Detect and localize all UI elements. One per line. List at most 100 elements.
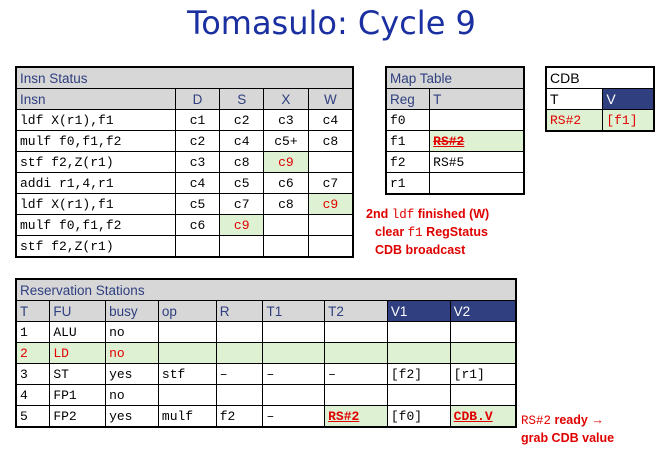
rs-cell (386, 321, 451, 343)
note-text: RegStatus (422, 225, 488, 239)
cdb-header-t: T (545, 88, 604, 110)
cycle-cell: c3 (174, 151, 221, 173)
rs-cell: [r1] (449, 363, 517, 385)
rs-cell: no (105, 384, 159, 406)
cycle-cell: c8 (263, 193, 309, 215)
insn-status-caption: Insn Status (15, 66, 354, 89)
map-row: r1 (385, 172, 525, 195)
rs-cell: no (105, 321, 159, 343)
header-fu: FU (49, 300, 107, 322)
rs-cell: mulf (157, 405, 217, 428)
cycle-cell: c5 (219, 172, 265, 194)
rs-cell (386, 384, 451, 406)
header-r: R (215, 300, 264, 322)
rs-cell (324, 321, 388, 343)
rs-caption: Reservation Stations (15, 278, 517, 301)
rs-cell: [f0] (386, 405, 451, 428)
insn-cell: ldf X(r1),f1 (15, 193, 176, 215)
insn-cell: mulf f0,f1,f2 (15, 130, 176, 152)
cycle-cell-highlight: c9 (263, 151, 309, 173)
rs-cell: yes (105, 363, 159, 385)
map-row: f0 (385, 109, 525, 131)
note-text: CDB broadcast (375, 243, 466, 257)
map-table-caption: Map Table (385, 66, 525, 89)
note-text: finished (W) (414, 207, 490, 221)
note-code: RS#2 (521, 414, 552, 428)
note-code: ldf (391, 208, 415, 222)
rs-row: 5 FP2 yes mulf f2 – RS#2 [f0] CDB.V (15, 405, 517, 428)
insn-row: stf f2,Z(r1) (15, 235, 354, 258)
insn-row: ldf X(r1),f1 c1 c2 c3 c4 (15, 109, 354, 131)
rs-row: 1 ALU no (15, 321, 517, 343)
note-text: ready → (551, 413, 604, 427)
cycle-cell (263, 214, 309, 236)
rs-cell: FP1 (49, 384, 107, 406)
reg-cell: f1 (385, 130, 431, 152)
insn-cell: ldf X(r1),f1 (15, 109, 176, 131)
rs-cell: [f2] (386, 363, 451, 385)
rs-row-freed: 2 LD no (15, 342, 517, 364)
cycle-cell: c2 (174, 130, 221, 152)
header-v1: V1 (386, 300, 451, 322)
insn-cell: addi r1,4,r1 (15, 172, 176, 194)
header-busy: busy (105, 300, 159, 322)
rs-cell (324, 384, 388, 406)
cdb-header-v: V (602, 88, 655, 110)
header-w: W (307, 88, 354, 110)
note-text: clear (375, 225, 408, 239)
cycle-cell: c6 (174, 214, 221, 236)
reg-cell: f0 (385, 109, 431, 131)
header-t2: T2 (324, 300, 388, 322)
rs-cell: stf (157, 363, 217, 385)
rs-cell: f2 (215, 405, 264, 428)
rs-cell (449, 384, 517, 406)
cycle-cell: c8 (307, 130, 354, 152)
cycle-cell: c4 (174, 172, 221, 194)
note-text: 2nd (366, 207, 392, 221)
rs-cell (386, 342, 451, 364)
rs-cell (262, 321, 326, 343)
insn-row: addi r1,4,r1 c4 c5 c6 c7 (15, 172, 354, 194)
insn-cell: stf f2,Z(r1) (15, 151, 176, 173)
annotation-ldf-finished: 2nd ldf finished (W) clear f1 RegStatus … (366, 206, 489, 259)
cycle-cell: c3 (263, 109, 309, 131)
insn-cell: mulf f0,f1,f2 (15, 214, 176, 236)
map-table: Map Table Reg T f0 f1 RS#2 f2 RS#5 r1 (385, 66, 525, 195)
cycle-cell: c5 (174, 193, 221, 215)
tag-cell (429, 172, 525, 195)
cycle-cell: c2 (219, 109, 265, 131)
rs-cell: ALU (49, 321, 107, 343)
cycle-cell (263, 235, 309, 258)
rs-cell (157, 384, 217, 406)
cycle-cell: c7 (219, 193, 265, 215)
tag-cell: RS#5 (429, 151, 525, 173)
cycle-cell: c4 (219, 130, 265, 152)
cdb-table: CDB T V RS#2 [f1] (545, 66, 655, 132)
insn-row: mulf f0,f1,f2 c2 c4 c5+ c8 (15, 130, 354, 152)
reg-cell: f2 (385, 151, 431, 173)
rs-cell (215, 321, 264, 343)
rs-cell (449, 342, 517, 364)
header-t: T (15, 300, 51, 322)
cycle-cell: c8 (219, 151, 265, 173)
insn-row: mulf f0,f1,f2 c6 c9 (15, 214, 354, 236)
rs-cell (449, 321, 517, 343)
reservation-stations-table: Reservation Stations T FU busy op R T1 T… (15, 278, 517, 428)
cdb-caption: CDB (545, 66, 655, 89)
cycle-cell: c6 (263, 172, 309, 194)
rs-cell: – (215, 363, 264, 385)
cycle-cell-highlight: c9 (219, 214, 265, 236)
rs-cell: 4 (15, 384, 51, 406)
header-t1: T1 (262, 300, 326, 322)
rs-cell (157, 342, 217, 364)
tag-cell-cleared: RS#2 (429, 130, 525, 152)
annotation-rs2-ready: RS#2 ready → grab CDB value (521, 412, 614, 447)
reg-cell: r1 (385, 172, 431, 195)
rs-cell: 1 (15, 321, 51, 343)
insn-status-table: Insn Status Insn D S X W ldf X(r1),f1 c1… (15, 66, 354, 258)
header-d: D (174, 88, 221, 110)
slide-title: Tomasulo: Cycle 9 (187, 4, 476, 42)
cycle-cell (307, 214, 354, 236)
rs-cell (262, 342, 326, 364)
insn-cell: stf f2,Z(r1) (15, 235, 176, 258)
